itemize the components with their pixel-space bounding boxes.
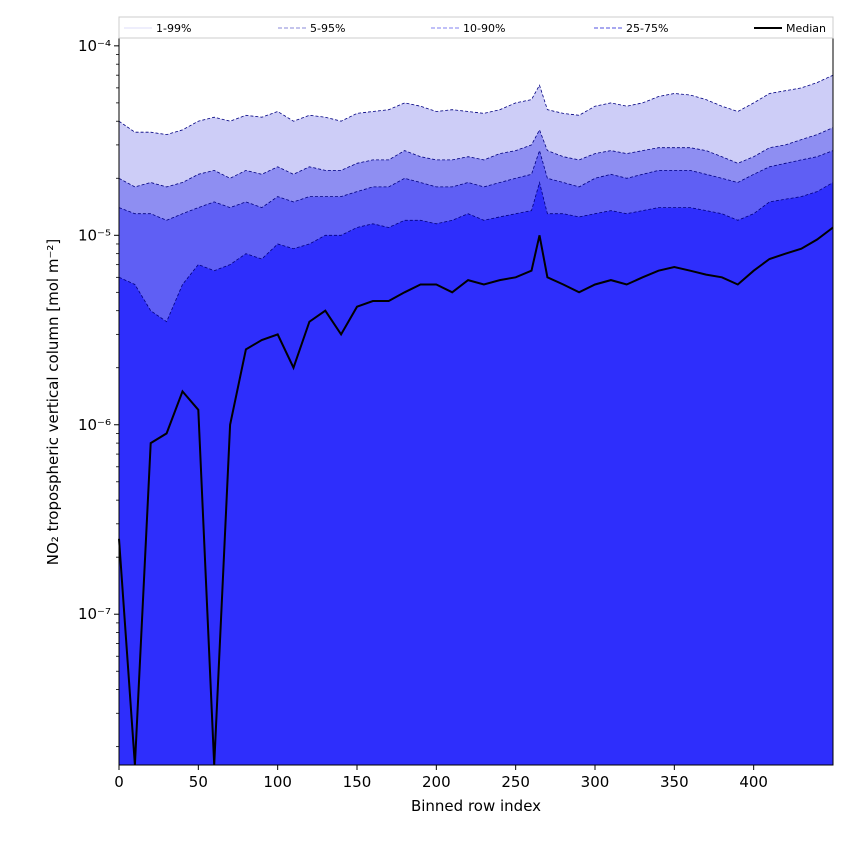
legend-label: 25-75% [626,22,668,35]
x-tick-label: 300 [581,773,610,791]
y-tick-label: 10⁻⁵ [78,226,111,244]
x-axis: 0 50 100 150 200 250 300 350 400 [114,765,768,791]
y-axis: 10⁻⁷ 10⁻⁶ 10⁻⁵ 10⁻⁴ [78,37,119,748]
x-tick-label: 250 [501,773,530,791]
legend-label: Median [786,22,826,35]
band-edge-1-99% [118,74,834,136]
band-edge-10-90% [118,149,834,221]
x-tick-label: 400 [739,773,768,791]
x-tick-label: 50 [189,773,208,791]
legend-box [118,16,834,39]
y-tick-label: 10⁻⁴ [78,37,111,55]
legend-label: 5-95% [310,22,345,35]
median-line [118,226,834,766]
y-axis-label: NO₂ tropospheric vertical column [mol m⁻… [44,239,62,565]
band-edge-5-95% [118,127,834,188]
plot-area [118,38,834,766]
band-edge-25-75% [118,180,834,323]
x-axis-label: Binned row index [411,797,541,815]
x-tick-label: 0 [114,773,124,791]
x-tick-label: 200 [422,773,451,791]
y-tick-label: 10⁻⁶ [78,416,111,434]
band-25-75% [119,182,833,765]
x-tick-label: 150 [343,773,372,791]
x-tick-label: 100 [263,773,292,791]
legend-label: 10-90% [463,22,505,35]
x-tick-label: 350 [660,773,689,791]
legend-label: 1-99% [156,22,191,35]
y-tick-label: 10⁻⁷ [78,605,111,623]
legend: 1-99% 5-95% 10-90% 25-75% Median [118,16,834,39]
